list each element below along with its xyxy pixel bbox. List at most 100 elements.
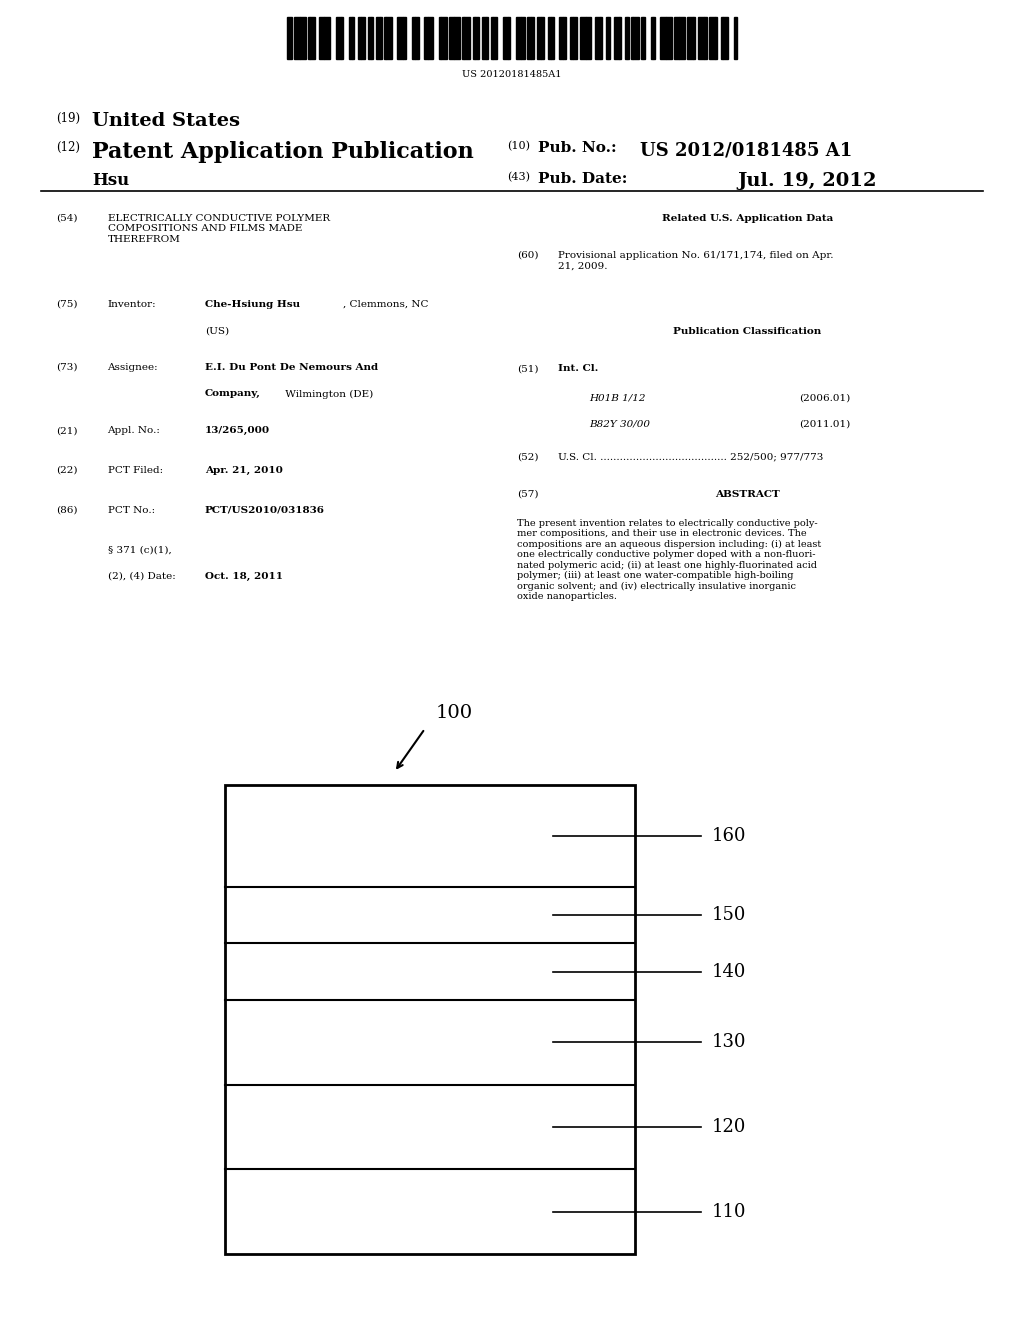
- Bar: [310, 17, 315, 59]
- Bar: [734, 17, 737, 59]
- Text: (12): (12): [56, 141, 80, 154]
- Text: Int. Cl.: Int. Cl.: [558, 364, 598, 374]
- Bar: [569, 17, 573, 59]
- Bar: [538, 17, 541, 59]
- Text: ELECTRICALLY CONDUCTIVE POLYMER
COMPOSITIONS AND FILMS MADE
THEREFROM: ELECTRICALLY CONDUCTIVE POLYMER COMPOSIT…: [108, 214, 330, 244]
- Text: US 20120181485A1: US 20120181485A1: [462, 70, 562, 79]
- Text: 130: 130: [712, 1034, 746, 1051]
- Bar: [643, 17, 645, 59]
- Text: 140: 140: [712, 962, 746, 981]
- Text: (22): (22): [56, 466, 78, 475]
- Text: (52): (52): [517, 453, 539, 462]
- Text: (60): (60): [517, 251, 539, 260]
- Text: Patent Application Publication: Patent Application Publication: [92, 141, 474, 164]
- Bar: [674, 17, 679, 59]
- Text: (57): (57): [517, 490, 539, 499]
- Text: Company,: Company,: [205, 389, 261, 399]
- Text: Hsu: Hsu: [92, 172, 129, 189]
- Bar: [721, 17, 723, 59]
- Bar: [352, 17, 354, 59]
- Bar: [586, 17, 591, 59]
- Text: (2011.01): (2011.01): [799, 420, 850, 429]
- Text: (21): (21): [56, 426, 78, 436]
- Bar: [412, 17, 416, 59]
- Text: Provisional application No. 61/171,174, filed on Apr.
21, 2009.: Provisional application No. 61/171,174, …: [558, 251, 834, 271]
- Bar: [287, 17, 292, 59]
- Bar: [641, 17, 643, 59]
- Bar: [631, 17, 633, 59]
- Text: 13/265,000: 13/265,000: [205, 426, 270, 436]
- Bar: [552, 17, 554, 59]
- Text: PCT/US2010/031836: PCT/US2010/031836: [205, 506, 325, 515]
- Text: (51): (51): [517, 364, 539, 374]
- Bar: [562, 17, 566, 59]
- Text: (10): (10): [507, 141, 529, 152]
- Bar: [494, 17, 497, 59]
- Bar: [620, 17, 622, 59]
- Bar: [341, 17, 343, 59]
- Bar: [473, 17, 475, 59]
- Text: 110: 110: [712, 1203, 746, 1221]
- Text: 100: 100: [435, 704, 472, 722]
- Bar: [521, 17, 525, 59]
- Bar: [325, 17, 330, 59]
- Bar: [376, 17, 380, 59]
- Text: Related U.S. Application Data: Related U.S. Application Data: [662, 214, 834, 223]
- Bar: [295, 17, 300, 59]
- Bar: [361, 17, 365, 59]
- Text: Assignee:: Assignee:: [108, 363, 158, 372]
- Bar: [225, 785, 635, 1254]
- Text: U.S. Cl. ....................................... 252/500; 977/773: U.S. Cl. ...............................…: [558, 453, 823, 462]
- Bar: [492, 17, 494, 59]
- Text: (19): (19): [56, 112, 81, 125]
- Text: (73): (73): [56, 363, 78, 372]
- Bar: [687, 17, 692, 59]
- Bar: [692, 17, 694, 59]
- Bar: [441, 17, 446, 59]
- Bar: [384, 17, 386, 59]
- Bar: [581, 17, 586, 59]
- Text: PCT Filed:: PCT Filed:: [108, 466, 163, 475]
- Bar: [449, 17, 455, 59]
- Bar: [679, 17, 685, 59]
- Bar: [482, 17, 485, 59]
- Bar: [625, 17, 627, 59]
- Text: B82Y 30/00: B82Y 30/00: [589, 420, 650, 429]
- Bar: [428, 17, 433, 59]
- Text: United States: United States: [92, 112, 241, 131]
- Bar: [723, 17, 728, 59]
- Text: E.I. Du Pont De Nemours And: E.I. Du Pont De Nemours And: [205, 363, 378, 372]
- Bar: [613, 17, 620, 59]
- Text: The present invention relates to electrically conductive poly-
mer compositions,: The present invention relates to electri…: [517, 519, 821, 601]
- Text: 160: 160: [712, 828, 746, 845]
- Bar: [439, 17, 441, 59]
- Bar: [710, 17, 715, 59]
- Text: (86): (86): [56, 506, 78, 515]
- Text: Publication Classification: Publication Classification: [674, 327, 821, 337]
- Bar: [595, 17, 600, 59]
- Bar: [516, 17, 521, 59]
- Bar: [666, 17, 672, 59]
- Bar: [402, 17, 407, 59]
- Text: , Clemmons, NC: , Clemmons, NC: [343, 300, 428, 309]
- Bar: [600, 17, 602, 59]
- Bar: [307, 17, 310, 59]
- Text: US 2012/0181485 A1: US 2012/0181485 A1: [640, 141, 852, 160]
- Bar: [548, 17, 552, 59]
- Bar: [485, 17, 487, 59]
- Text: (54): (54): [56, 214, 78, 223]
- Bar: [508, 17, 510, 59]
- Text: 150: 150: [712, 907, 746, 924]
- Bar: [424, 17, 428, 59]
- Bar: [503, 17, 508, 59]
- Bar: [606, 17, 608, 59]
- Bar: [371, 17, 373, 59]
- Bar: [559, 17, 562, 59]
- Bar: [475, 17, 479, 59]
- Bar: [650, 17, 652, 59]
- Bar: [462, 17, 464, 59]
- Bar: [336, 17, 341, 59]
- Bar: [349, 17, 352, 59]
- Bar: [698, 17, 703, 59]
- Text: Jul. 19, 2012: Jul. 19, 2012: [737, 172, 877, 190]
